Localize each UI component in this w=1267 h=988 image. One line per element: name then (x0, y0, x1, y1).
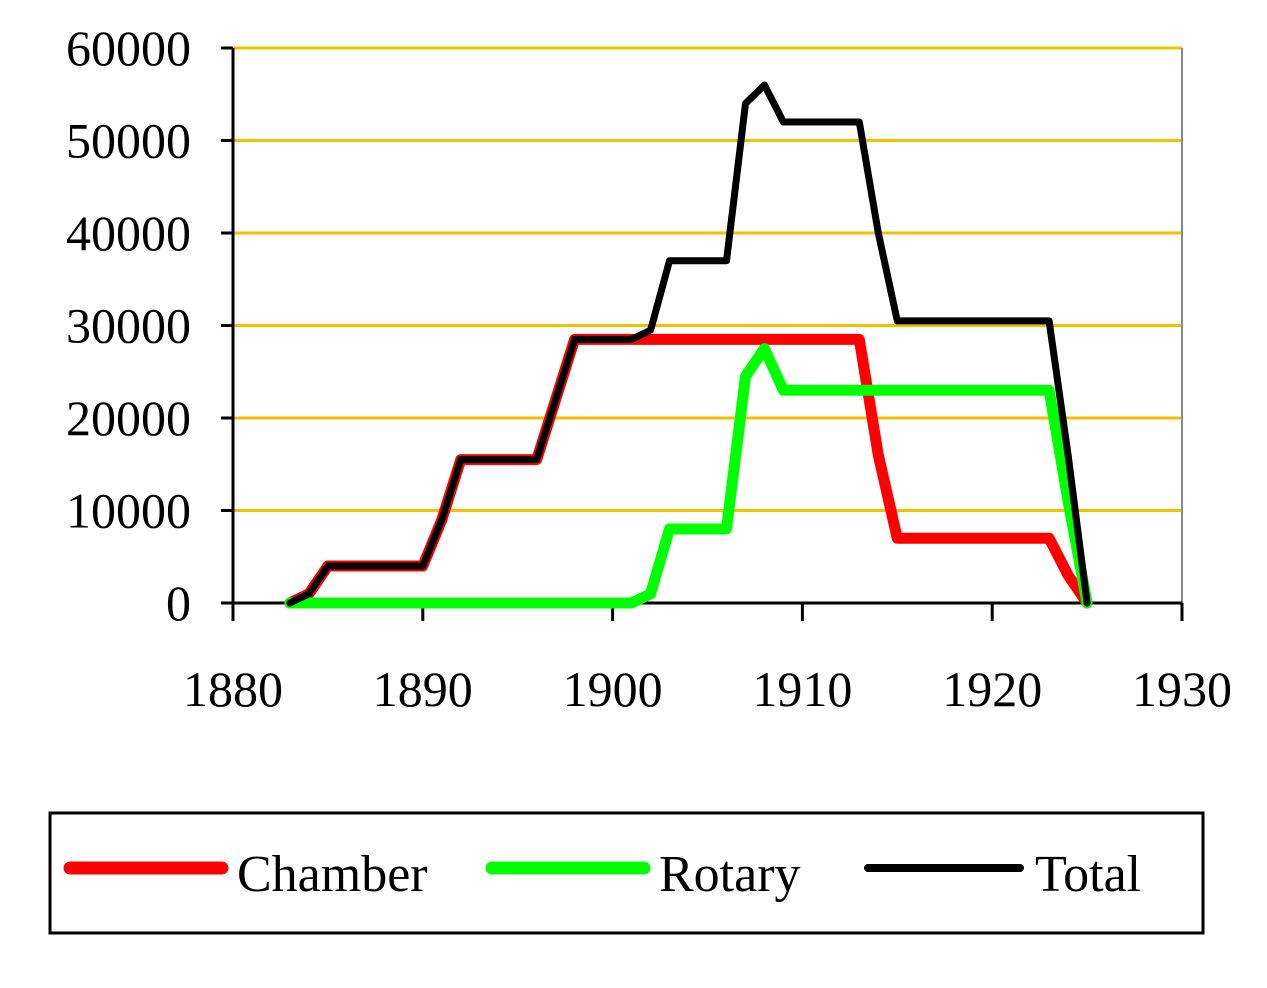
x-tick-label: 1880 (183, 661, 283, 717)
legend-label-rotary: Rotary (659, 846, 801, 903)
x-tick-label: 1930 (1132, 661, 1232, 717)
legend-layer: Chamber Rotary Total (48, 811, 1205, 935)
series-layer (284, 81, 1093, 609)
y-tick-label: 0 (166, 575, 191, 631)
x-tick-label: 1900 (563, 661, 663, 717)
x-tick-label: 1890 (373, 661, 473, 717)
legend-label-total: Total (1035, 846, 1141, 903)
y-tick-label: 20000 (66, 390, 191, 446)
series-line-rotary (284, 343, 1093, 609)
x-tick-label: 1920 (942, 661, 1042, 717)
y-tick-label: 10000 (66, 483, 191, 539)
x-tick-label: 1910 (752, 661, 852, 717)
labels-layer: 0 10000 20000 30000 40000 50000 60000 1880 1890 1… (66, 20, 1232, 717)
y-tick-label: 50000 (66, 113, 191, 169)
series-line-total (286, 81, 1091, 607)
y-tick-label: 60000 (66, 20, 191, 76)
y-tick-label: 30000 (66, 298, 191, 354)
grid-layer (233, 46, 1182, 512)
legend-label-chamber: Chamber (237, 846, 428, 903)
y-tick-label: 40000 (66, 205, 191, 261)
